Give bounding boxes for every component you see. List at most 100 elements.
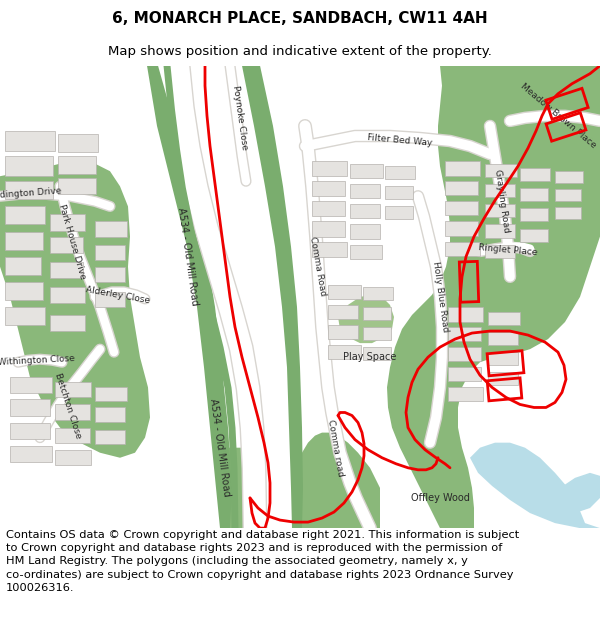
Bar <box>312 201 345 216</box>
Text: Alderley Close: Alderley Close <box>85 285 151 305</box>
Bar <box>350 244 382 259</box>
Text: Poynoke Close: Poynoke Close <box>231 85 249 151</box>
Polygon shape <box>147 66 232 528</box>
Bar <box>95 244 125 259</box>
Text: A534 - Old Mill Road: A534 - Old Mill Road <box>176 207 200 306</box>
Text: Filter Bed Way: Filter Bed Way <box>367 132 433 148</box>
Text: Ringlet Place: Ringlet Place <box>478 242 538 257</box>
Bar <box>50 315 85 331</box>
Bar <box>445 242 480 256</box>
Bar <box>328 285 361 299</box>
Bar <box>50 287 85 303</box>
Text: Comma Road: Comma Road <box>308 236 328 297</box>
Bar <box>555 208 581 219</box>
Bar <box>546 112 586 141</box>
Bar <box>488 352 518 365</box>
Bar <box>55 428 90 442</box>
Bar <box>363 347 391 360</box>
Bar <box>10 446 52 462</box>
Bar <box>488 372 518 386</box>
Bar <box>350 184 380 198</box>
Bar <box>55 382 91 398</box>
Bar <box>485 244 515 258</box>
Bar <box>363 287 393 300</box>
Bar <box>5 206 45 224</box>
Bar <box>5 282 43 300</box>
Bar <box>460 261 479 302</box>
Bar <box>5 257 41 275</box>
Bar <box>312 161 347 176</box>
Bar <box>488 332 518 345</box>
Bar <box>5 131 55 151</box>
Bar <box>448 388 483 401</box>
Bar <box>485 184 515 198</box>
Bar <box>312 242 347 257</box>
Bar <box>95 292 125 307</box>
Bar <box>487 351 524 376</box>
Bar <box>58 134 98 152</box>
Bar <box>363 327 391 340</box>
Bar <box>95 408 125 421</box>
Bar <box>10 399 50 416</box>
Polygon shape <box>242 66 303 528</box>
Bar <box>95 221 127 236</box>
Bar <box>485 224 515 238</box>
Bar <box>350 224 380 239</box>
Polygon shape <box>338 295 394 343</box>
Bar <box>555 189 581 201</box>
Polygon shape <box>220 432 380 528</box>
Bar <box>445 201 478 216</box>
Bar <box>10 422 50 439</box>
Text: Map shows position and indicative extent of the property.: Map shows position and indicative extent… <box>108 45 492 58</box>
Polygon shape <box>387 66 600 528</box>
Text: Offley Wood: Offley Wood <box>410 493 469 503</box>
Bar <box>488 312 520 325</box>
Bar <box>555 171 583 183</box>
Bar <box>10 378 52 393</box>
Bar <box>55 404 90 419</box>
Text: Grayling Road: Grayling Road <box>493 169 511 234</box>
Polygon shape <box>470 442 600 528</box>
Bar <box>55 450 91 465</box>
Bar <box>520 168 550 181</box>
Bar <box>448 347 481 361</box>
Bar <box>445 221 478 236</box>
Text: Doddington Drive: Doddington Drive <box>0 186 62 201</box>
Bar <box>485 204 515 217</box>
Bar <box>363 307 391 320</box>
Bar <box>385 206 413 219</box>
Bar <box>95 388 127 401</box>
Bar <box>95 267 125 282</box>
Bar <box>448 327 481 341</box>
Bar <box>58 178 96 194</box>
Text: Play Space: Play Space <box>343 352 397 362</box>
Bar <box>5 156 53 176</box>
Bar <box>50 262 83 278</box>
Text: Holly Blue Road: Holly Blue Road <box>431 261 449 333</box>
Bar <box>350 204 380 219</box>
Bar <box>5 181 53 199</box>
Bar <box>312 181 345 196</box>
Bar <box>485 164 517 177</box>
Text: Meadow Brown Place: Meadow Brown Place <box>518 82 598 150</box>
Text: Contains OS data © Crown copyright and database right 2021. This information is : Contains OS data © Crown copyright and d… <box>6 530 519 592</box>
Text: Park House Drive: Park House Drive <box>57 203 87 280</box>
Bar <box>520 188 548 201</box>
Text: Comma road: Comma road <box>326 418 344 477</box>
Bar <box>445 161 480 176</box>
Polygon shape <box>0 161 150 458</box>
Bar <box>385 186 413 199</box>
Text: Betchton Close: Betchton Close <box>53 371 83 439</box>
Bar <box>487 378 522 401</box>
Bar <box>50 236 83 252</box>
Text: Withington Close: Withington Close <box>0 354 75 367</box>
Polygon shape <box>542 473 600 513</box>
Bar <box>445 181 478 196</box>
Bar <box>328 345 361 359</box>
Bar <box>58 156 96 174</box>
Bar <box>328 305 358 319</box>
Bar <box>546 88 588 119</box>
Text: 6, MONARCH PLACE, SANDBACH, CW11 4AH: 6, MONARCH PLACE, SANDBACH, CW11 4AH <box>112 11 488 26</box>
Bar <box>520 229 548 242</box>
Bar <box>312 221 345 236</box>
